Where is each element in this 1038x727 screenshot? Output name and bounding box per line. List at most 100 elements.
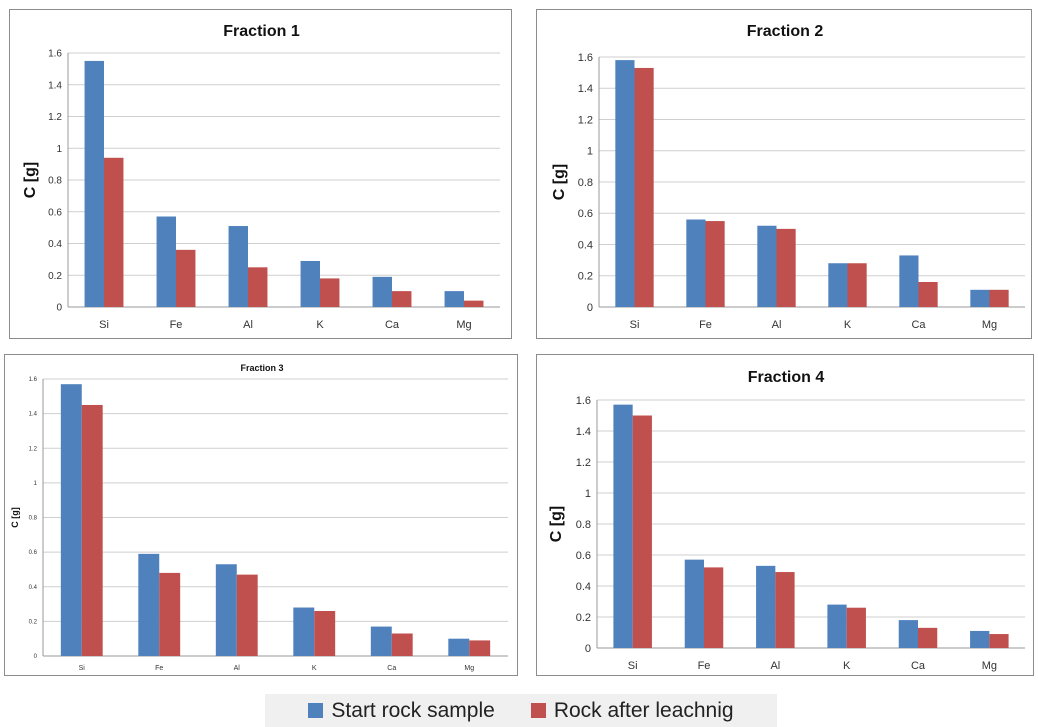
x-tick-label: Ca <box>911 660 926 672</box>
y-tick-label: 1.4 <box>48 80 62 91</box>
bar-mg-after <box>464 300 484 307</box>
y-tick-label: 1.6 <box>48 49 62 60</box>
x-tick-label: Fe <box>698 660 711 672</box>
bar-al-after <box>775 572 795 648</box>
x-tick-label: Fe <box>170 319 183 331</box>
x-tick-label: Ca <box>911 319 926 331</box>
y-tick-label: 0.2 <box>48 271 62 282</box>
bar-ca-start <box>370 626 392 656</box>
y-tick-label: 1 <box>56 144 62 155</box>
y-axis-label: C [g] <box>551 164 568 200</box>
x-tick-label: Al <box>243 319 253 331</box>
legend-swatch-after <box>530 703 546 718</box>
x-tick-label: Al <box>234 665 241 672</box>
y-tick-label: 0.4 <box>576 581 591 593</box>
bar-al-after <box>248 267 268 307</box>
y-tick-label: 1.2 <box>576 457 591 469</box>
x-tick-label: Ca <box>385 319 400 331</box>
y-tick-label: 0 <box>56 303 62 314</box>
x-tick-label: Mg <box>982 319 997 331</box>
legend-label-start: Start rock sample <box>331 698 495 722</box>
bar-al-start <box>756 565 776 648</box>
legend-item-start: Start rock sample <box>308 698 495 723</box>
y-tick-label: 0.2 <box>578 271 593 283</box>
bar-si-after <box>634 67 654 307</box>
bar-mg-start <box>444 291 464 307</box>
bar-k-start <box>293 607 315 656</box>
bar-al-start <box>215 564 237 656</box>
x-tick-label: Al <box>770 660 780 672</box>
bar-si-after <box>104 157 124 307</box>
chart-panel-fraction-4: Fraction 4 C [g] 0 0.2 0.4 0.6 0.8 1 1.2 1.4 1.6 Si… <box>536 354 1034 676</box>
chart-title: Fraction 3 <box>240 363 283 373</box>
legend-label-after: Rock after leachnig <box>553 698 734 722</box>
y-tick-label: 1.6 <box>576 395 591 407</box>
x-tick-label: K <box>844 319 852 331</box>
bar-mg-after <box>989 289 1009 307</box>
bar-ca-start <box>899 255 919 307</box>
bar-k-after <box>314 610 336 656</box>
x-tick-label: Fe <box>699 319 712 331</box>
x-tick-label: Si <box>628 660 638 672</box>
bar-al-start <box>228 226 248 307</box>
y-tick-label: 0.8 <box>48 176 62 187</box>
bar-fe-after <box>705 221 725 307</box>
x-tick-label: Al <box>772 319 782 331</box>
bar-ca-start <box>372 276 392 307</box>
bar-fe-after <box>159 572 181 656</box>
bar-si-start <box>613 404 633 648</box>
bar-ca-start <box>898 620 918 648</box>
bar-ca-after <box>918 282 938 307</box>
y-axis-label: C [g] <box>548 506 565 542</box>
bar-fe-start <box>156 216 176 307</box>
y-tick-label: 0.2 <box>576 612 591 624</box>
legend: Start rock sample Rock after leachnig <box>265 694 777 727</box>
x-tick-label: Fe <box>155 665 163 672</box>
y-tick-label: 1.6 <box>29 377 38 383</box>
bar-fe-after <box>176 249 196 307</box>
x-tick-label: Ca <box>387 665 396 672</box>
bar-k-start <box>827 604 847 648</box>
y-tick-label: 0.4 <box>48 239 62 250</box>
bar-mg-after <box>989 634 1009 648</box>
chart-fraction-3: Fraction 3 C [g] 0 0.2 0.4 0.6 0.8 1 1.2 1.4 1.6 Si… <box>10 363 508 672</box>
bar-si-after <box>632 415 652 648</box>
y-tick-label: 1 <box>34 481 38 487</box>
bar-si-after <box>81 404 103 656</box>
y-tick-label: 0 <box>585 643 591 655</box>
x-tick-label: K <box>312 665 317 672</box>
bar-k-after <box>320 278 340 307</box>
y-tick-label: 1.4 <box>576 426 591 438</box>
y-tick-label: 0.6 <box>576 550 591 562</box>
y-tick-label: 1.6 <box>578 52 593 64</box>
y-tick-label: 1.4 <box>578 83 593 95</box>
chart-fraction-2: Fraction 2 C [g] 0 0.2 0.4 0.6 0.8 1 1.2 1.4 1.6 Si… <box>551 23 1025 331</box>
bar-k-start <box>828 263 848 307</box>
x-tick-label: Mg <box>464 665 474 672</box>
bar-al-after <box>236 574 258 656</box>
chart-title: Fraction 1 <box>223 23 300 40</box>
legend-item-after: Rock after leachnig <box>530 698 734 723</box>
y-tick-label: 0.8 <box>578 177 593 189</box>
chart-panel-fraction-2: Fraction 2 C [g] 0 0.2 0.4 0.6 0.8 1 1.2 1.4 1.6 Si… <box>536 9 1032 339</box>
bar-si-start <box>84 60 104 307</box>
y-tick-label: 0 <box>34 654 38 660</box>
y-tick-label: 0.6 <box>29 550 38 556</box>
y-tick-label: 1.2 <box>29 446 38 452</box>
y-tick-label: 0.6 <box>578 208 593 220</box>
chart-title: Fraction 2 <box>747 23 824 40</box>
bar-mg-start <box>448 638 470 656</box>
y-tick-label: 1.2 <box>48 112 62 123</box>
x-tick-label: Si <box>99 319 109 331</box>
bar-ca-after <box>392 291 412 307</box>
bar-k-after <box>846 607 866 648</box>
chart-panel-fraction-3: Fraction 3 C [g] 0 0.2 0.4 0.6 0.8 1 1.2 1.4 1.6 Si… <box>4 354 518 676</box>
y-tick-label: 0.2 <box>29 619 38 625</box>
y-tick-label: 0.8 <box>576 519 591 531</box>
legend-swatch-start <box>308 703 324 718</box>
x-tick-label: Mg <box>982 660 997 672</box>
bar-mg-after <box>469 640 491 656</box>
chart-fraction-4: Fraction 4 C [g] 0 0.2 0.4 0.6 0.8 1 1.2 1.4 1.6 Si… <box>548 369 1025 672</box>
y-tick-label: 1 <box>585 488 591 500</box>
bar-ca-after <box>391 633 413 656</box>
